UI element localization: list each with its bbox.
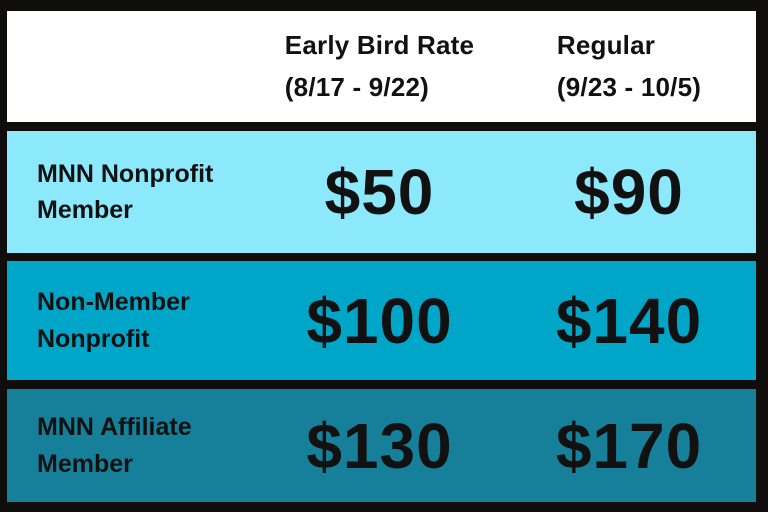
header-empty-cell	[7, 11, 257, 122]
header-regular-cell: Regular (9/23 - 10/5)	[502, 11, 756, 122]
regular-price: $90	[574, 156, 684, 228]
row-label-line1: Non-Member	[37, 288, 190, 317]
table-row-mnn-affiliate-member: MNN Affiliate Member $130 $170	[7, 389, 756, 502]
row-label-line1: MNN Affiliate	[37, 413, 192, 442]
row-label-line2: Member	[37, 449, 133, 478]
regular-price: $170	[555, 409, 703, 482]
row-divider	[7, 122, 756, 131]
table-row-non-member-nonprofit: Non-Member Nonprofit $100 $140	[7, 261, 756, 380]
pricing-table: Early Bird Rate (8/17 - 9/22) Regular (9…	[7, 11, 756, 502]
table-row-mnn-nonprofit-member: MNN Nonprofit Member $50 $90	[7, 131, 756, 253]
row-divider	[7, 380, 756, 389]
row-divider	[7, 253, 756, 261]
row-label-line2: Nonprofit	[37, 324, 150, 353]
row-label: MNN Affiliate Member	[7, 409, 257, 482]
early-bird-dates: (8/17 - 9/22)	[284, 71, 430, 102]
regular-dates: (9/23 - 10/5)	[556, 71, 702, 102]
regular-title: Regular	[556, 29, 656, 60]
early-bird-price: $50	[324, 156, 435, 228]
early-bird-price: $130	[306, 409, 453, 482]
row-label-line1: MNN Nonprofit	[37, 159, 214, 188]
header-row: Early Bird Rate (8/17 - 9/22) Regular (9…	[7, 11, 756, 122]
regular-price: $140	[555, 284, 703, 357]
row-label-line2: Member	[37, 196, 133, 224]
row-label: Non-Member Nonprofit	[7, 284, 257, 357]
early-bird-price: $100	[306, 284, 453, 357]
early-bird-title: Early Bird Rate	[284, 29, 475, 60]
regular-header: Regular (9/23 - 10/5)	[557, 25, 701, 108]
early-bird-header: Early Bird Rate (8/17 - 9/22)	[285, 25, 474, 108]
row-label: MNN Nonprofit Member	[7, 156, 257, 229]
header-early-bird-cell: Early Bird Rate (8/17 - 9/22)	[257, 11, 502, 122]
